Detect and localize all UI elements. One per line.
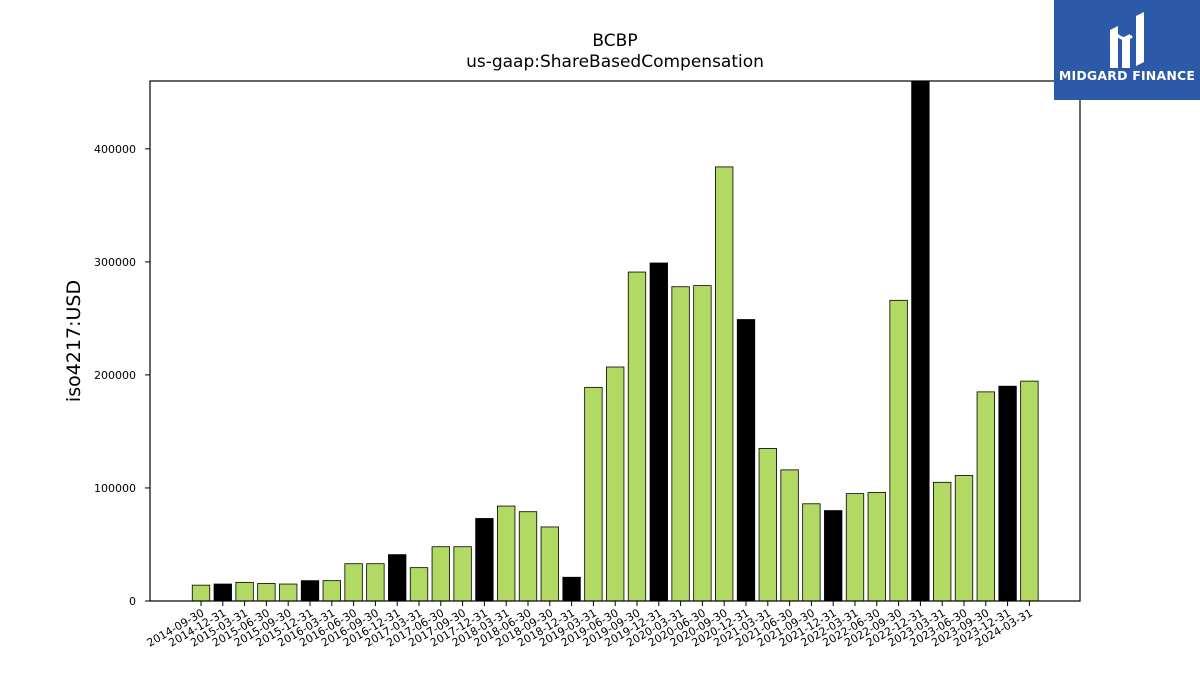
bar <box>606 366 625 602</box>
bar <box>976 391 995 602</box>
bar <box>889 299 908 602</box>
y-tick-label: 0 <box>129 595 136 608</box>
bar <box>213 583 232 602</box>
bar <box>758 447 777 602</box>
y-tick-label: 200000 <box>94 369 136 382</box>
bar <box>649 262 668 602</box>
chart-subtitle: us-gaap:ShareBasedCompensation <box>466 52 764 72</box>
bar <box>845 493 865 602</box>
midgard-finance-logo: MIDGARD FINANCE <box>1054 0 1200 100</box>
bar <box>780 469 799 602</box>
bar <box>431 546 450 602</box>
bar <box>627 271 647 602</box>
logo-text: MIDGARD FINANCE <box>1058 68 1196 83</box>
y-tick-label: 400000 <box>94 143 136 156</box>
bar <box>736 319 756 602</box>
bar <box>497 505 516 602</box>
bar <box>824 510 843 602</box>
bar <box>322 580 341 602</box>
bar <box>933 481 952 602</box>
bar <box>867 492 886 602</box>
bar <box>257 583 276 602</box>
midgard-logo-icon <box>1110 12 1144 68</box>
chart-title: BCBP <box>592 31 638 51</box>
bar <box>715 166 734 602</box>
bar <box>584 386 603 602</box>
bar <box>279 583 298 602</box>
bar <box>344 563 363 602</box>
chart-titles: BCBP us-gaap:ShareBasedCompensation <box>150 30 1080 72</box>
y-tick-label: 100000 <box>94 482 136 495</box>
y-axis-label: iso4217:USD <box>63 280 85 402</box>
bar <box>300 580 320 602</box>
bar <box>453 546 472 602</box>
bar <box>954 475 974 602</box>
bar <box>366 563 385 602</box>
bar <box>693 285 712 602</box>
bar <box>518 511 538 602</box>
bar <box>235 581 254 602</box>
bar <box>911 80 930 602</box>
bar <box>1020 380 1039 602</box>
bar <box>475 518 494 602</box>
bar <box>191 584 211 602</box>
y-tick-label: 300000 <box>94 256 136 269</box>
bar <box>802 503 821 602</box>
bar <box>562 576 581 602</box>
bar <box>540 526 559 602</box>
bar <box>671 286 690 602</box>
bar <box>388 554 407 602</box>
bar <box>998 385 1017 602</box>
bar <box>409 567 429 602</box>
